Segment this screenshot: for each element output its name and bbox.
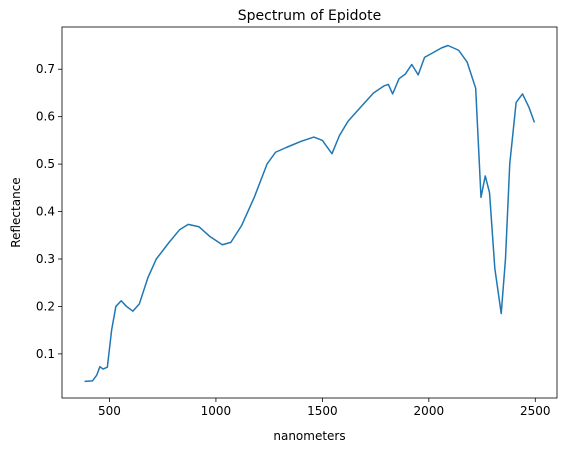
y-axis-label: Reflectance bbox=[9, 177, 23, 247]
line bbox=[84, 44, 536, 383]
y-tick-label: 0.6 bbox=[36, 110, 55, 124]
x-tick-label: 1500 bbox=[307, 404, 338, 418]
y-tick-label: 0.1 bbox=[36, 347, 55, 361]
chart-title: Spectrum of Epidote bbox=[238, 8, 381, 24]
y-tick-label: 0.5 bbox=[36, 157, 55, 171]
y-tick-label: 0.2 bbox=[36, 299, 55, 313]
x-tick-label: 1000 bbox=[201, 404, 232, 418]
x-tick-label: 500 bbox=[98, 404, 121, 418]
x-axis-label: nanometers bbox=[273, 429, 345, 443]
plot-frame bbox=[61, 26, 558, 399]
y-tick-label: 0.7 bbox=[36, 62, 55, 76]
x-tick-label: 2000 bbox=[414, 404, 445, 418]
y-tick-label: 0.3 bbox=[36, 252, 55, 266]
x-tick-label: 2500 bbox=[520, 404, 551, 418]
y-tick-label: 0.4 bbox=[36, 205, 55, 219]
